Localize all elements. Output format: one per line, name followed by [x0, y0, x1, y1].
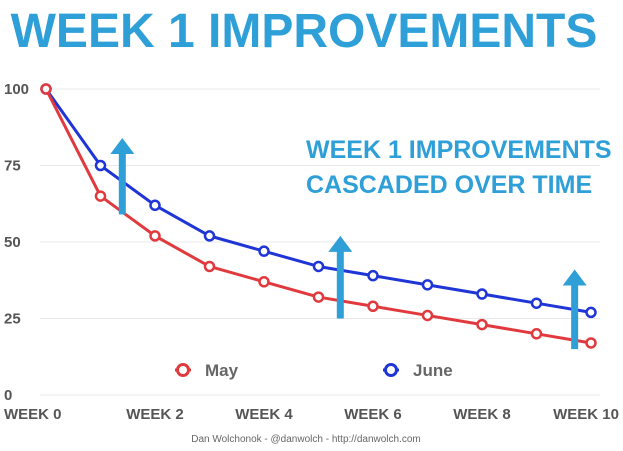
data-point-may: [367, 300, 379, 313]
data-point-may: [421, 309, 434, 322]
y-axis: 0 25 50 75 100: [4, 81, 29, 404]
data-point-june: [476, 288, 488, 300]
x-tick-label: WEEK 8: [453, 406, 511, 423]
data-point-june: [367, 269, 379, 282]
x-tick-label: WEEK 0: [4, 406, 62, 423]
data-point-june: [258, 245, 270, 257]
legend-swatch-marker: [176, 363, 190, 377]
x-axis: WEEK 0 WEEK 2 WEEK 4 WEEK 6 WEEK 8 WEEK 10: [4, 406, 619, 423]
data-point-may: [530, 328, 543, 340]
legend: May June: [175, 361, 453, 380]
x-tick-label: WEEK 10: [553, 406, 619, 423]
chart-title: WEEK 1 IMPROVEMENTS: [11, 5, 598, 58]
series-line-june: [44, 88, 592, 314]
data-point-may: [94, 190, 107, 202]
up-arrow-icon: [110, 137, 135, 215]
credit-text: Dan Wolchonok - @danwolch - http://danwo…: [191, 434, 421, 445]
data-point-may: [312, 291, 325, 303]
up-arrow-icon: [562, 269, 587, 350]
data-point-may: [258, 276, 270, 288]
data-point-june: [585, 306, 597, 319]
x-tick-label: WEEK 6: [344, 406, 402, 423]
data-point-june: [312, 260, 325, 273]
arrows-layer: [110, 137, 587, 350]
data-point-june: [149, 199, 161, 212]
legend-label-june: June: [413, 361, 453, 380]
data-point-june: [94, 159, 107, 172]
series-line-may: [44, 88, 592, 345]
data-point-june: [530, 297, 543, 309]
data-point-june: [421, 279, 434, 291]
data-point-may: [476, 318, 488, 331]
data-point-may: [203, 260, 216, 273]
annotation: WEEK 1 IMPROVEMENTS CASCADED OVER TIME: [306, 136, 612, 199]
grid: [40, 88, 600, 396]
y-tick-label: 0: [4, 387, 12, 404]
data-point-june: [203, 230, 216, 242]
data-point-may: [585, 337, 597, 349]
data-point-may: [40, 83, 52, 95]
x-tick-label: WEEK 4: [235, 406, 293, 423]
y-tick-label: 50: [4, 234, 21, 251]
x-tick-label: WEEK 2: [126, 406, 184, 423]
y-tick-label: 25: [4, 311, 21, 328]
annotation-line-1: WEEK 1 IMPROVEMENTS: [306, 136, 612, 164]
series-layer: [40, 83, 597, 349]
legend-swatch-marker: [384, 363, 398, 377]
annotation-line-2: CASCADED OVER TIME: [306, 171, 592, 199]
y-tick-label: 100: [4, 81, 29, 98]
data-point-may: [149, 230, 161, 242]
legend-label-may: May: [205, 361, 239, 380]
up-arrow-icon: [328, 235, 353, 319]
y-tick-label: 75: [4, 158, 21, 175]
